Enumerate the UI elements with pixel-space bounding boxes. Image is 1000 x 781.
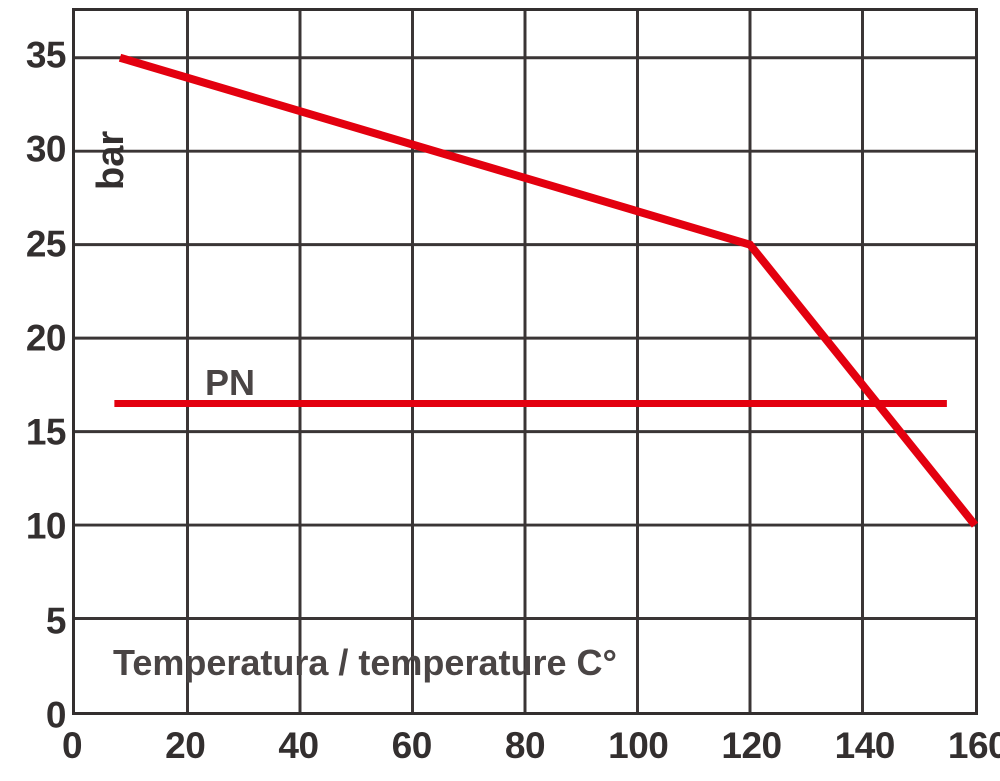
plot-area [72, 8, 978, 715]
x-tick-label: 40 [278, 725, 319, 766]
x-tick-label: 100 [608, 725, 669, 766]
x-tick-label: 20 [165, 725, 206, 766]
x-tick-label: 140 [834, 725, 896, 766]
pn-annotation-label: PN [205, 362, 256, 403]
x-tick-label: 120 [721, 725, 782, 766]
y-tick-label: 5 [45, 600, 67, 642]
series-line-0 [120, 58, 975, 525]
y-tick-label: 0 [45, 694, 67, 736]
x-axis-title: Temperatura / temperature C° [113, 642, 617, 683]
y-tick-label: 35 [25, 34, 67, 76]
x-tick-label: 60 [391, 725, 433, 766]
y-axis-tick-labels: 0 5 10 15 20 25 30 35 [0, 0, 67, 781]
y-tick-label: 15 [25, 411, 67, 453]
y-tick-label: 25 [25, 223, 67, 265]
y-tick-label: 30 [25, 128, 67, 170]
data-series-layer [75, 11, 975, 712]
y-tick-label: 10 [25, 505, 67, 547]
x-tick-label: 0 [61, 725, 83, 766]
grid-lines [75, 11, 975, 712]
y-axis-title: bar [90, 130, 132, 190]
x-tick-label: 160 [947, 725, 1000, 766]
y-tick-label: 20 [25, 317, 67, 359]
x-tick-label: 80 [504, 725, 546, 766]
